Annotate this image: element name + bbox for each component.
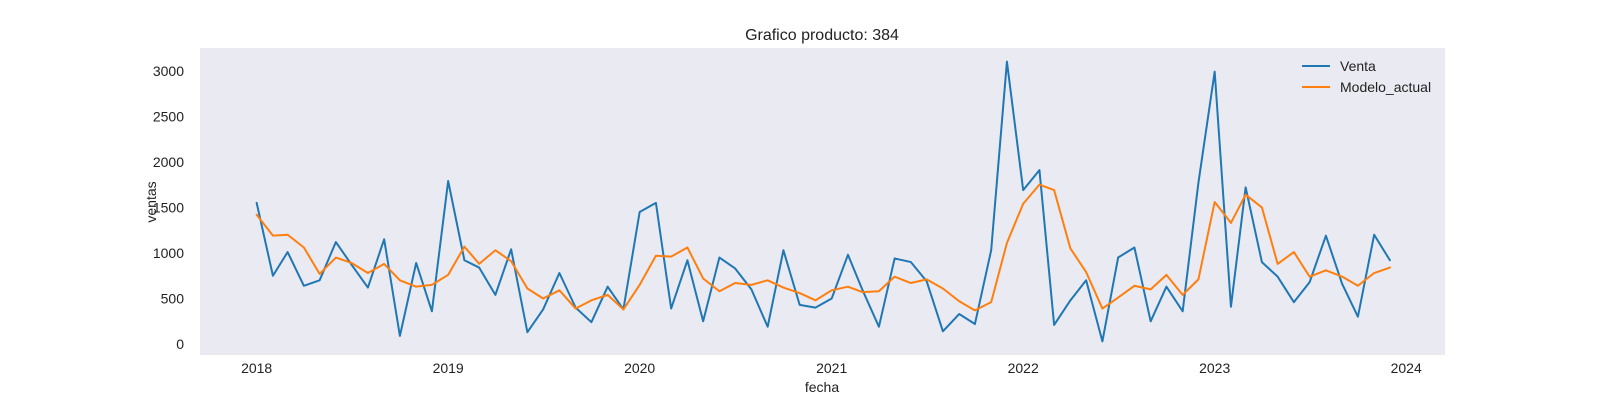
y-axis: 0 500 1000 1500 2000 2500 3000 bbox=[153, 63, 184, 352]
series-line-venta bbox=[255, 60, 1391, 343]
x-axis-label: fecha bbox=[805, 379, 839, 395]
y-tick-label: 2000 bbox=[153, 154, 184, 170]
x-tick-label: 2021 bbox=[816, 360, 847, 376]
x-tick-label: 2018 bbox=[241, 360, 272, 376]
series-line-modelo-actual bbox=[255, 183, 1391, 312]
chart-title: Grafico producto: 384 bbox=[745, 27, 899, 44]
y-axis-label: ventas bbox=[143, 181, 159, 222]
y-tick-label: 2500 bbox=[153, 108, 184, 124]
y-tick-label: 3000 bbox=[153, 63, 184, 79]
legend: Venta Modelo_actual bbox=[1302, 58, 1431, 95]
y-tick-label: 1000 bbox=[153, 245, 184, 261]
series-layer bbox=[255, 60, 1391, 343]
x-tick-label: 2024 bbox=[1391, 360, 1422, 376]
x-tick-label: 2020 bbox=[624, 360, 655, 376]
x-axis: 2018 2019 2020 2021 2022 2023 2024 bbox=[241, 360, 1422, 376]
y-tick-label: 1500 bbox=[153, 199, 184, 215]
legend-label-modelo-actual: Modelo_actual bbox=[1340, 79, 1431, 95]
legend-label-venta: Venta bbox=[1340, 58, 1376, 74]
y-tick-label: 500 bbox=[161, 291, 185, 307]
y-tick-label: 0 bbox=[176, 336, 184, 352]
plot-background bbox=[200, 48, 1445, 355]
x-tick-label: 2023 bbox=[1199, 360, 1230, 376]
x-tick-label: 2019 bbox=[433, 360, 464, 376]
x-tick-label: 2022 bbox=[1008, 360, 1039, 376]
